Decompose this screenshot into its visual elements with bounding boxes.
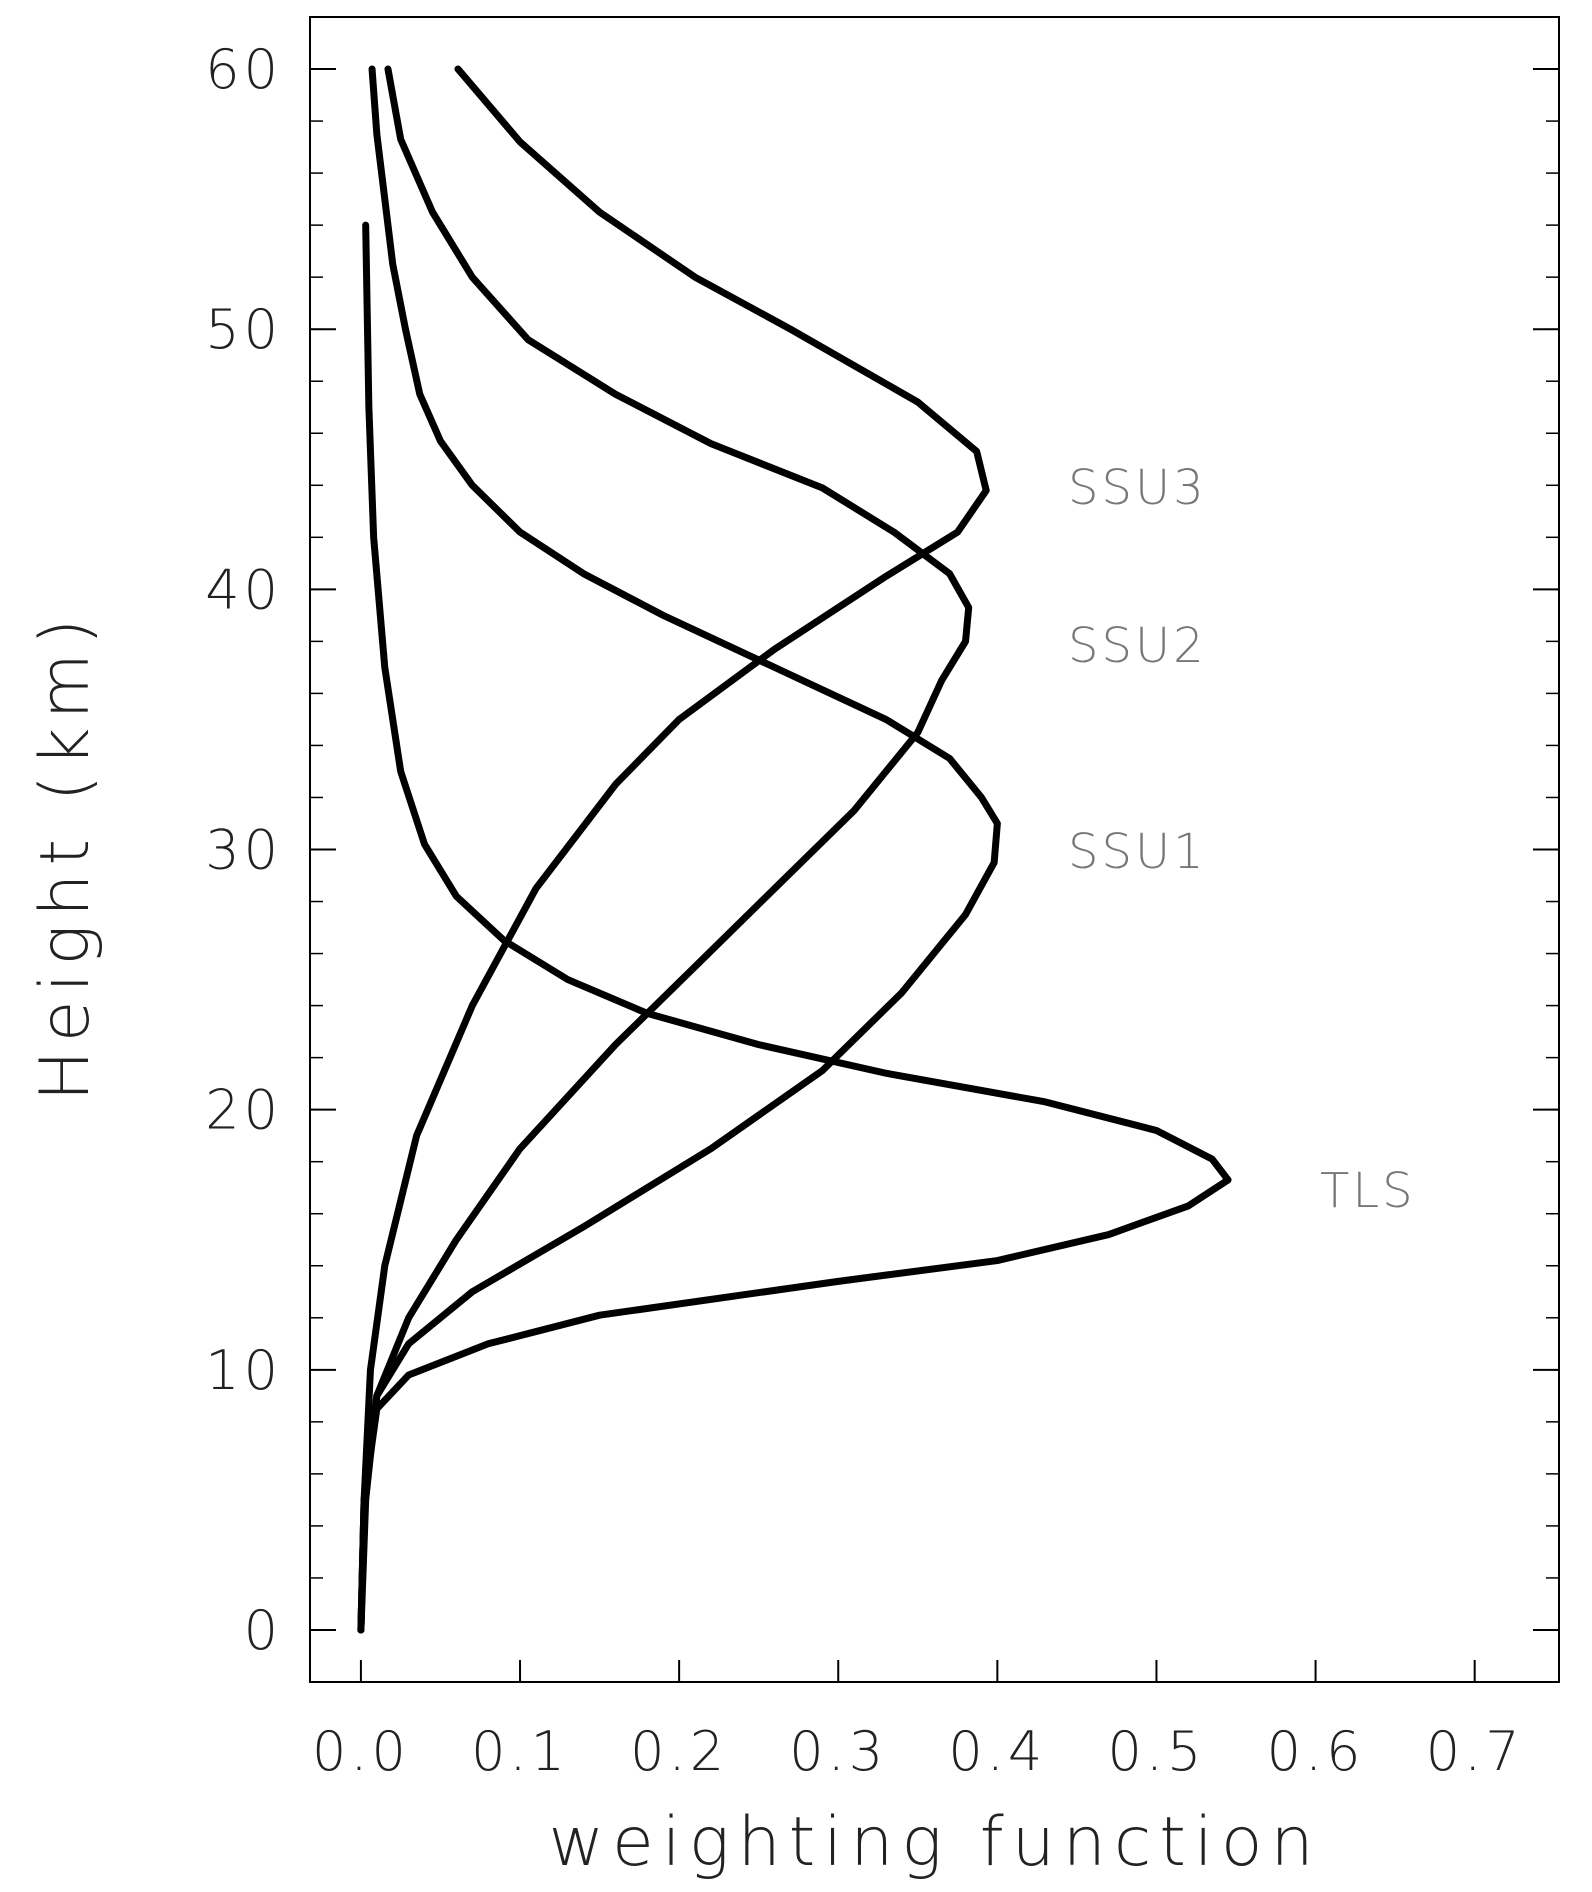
series-label: TLS bbox=[1320, 1163, 1416, 1219]
plot-frame bbox=[309, 16, 1560, 1683]
x-tick-label: 0.3 bbox=[789, 1720, 887, 1783]
y-tick-label: 0 bbox=[244, 1599, 282, 1662]
y-tick-label: 10 bbox=[205, 1339, 282, 1402]
series-line bbox=[357, 221, 1232, 1634]
series-label: SSU2 bbox=[1068, 618, 1207, 674]
x-tick-label: 0.1 bbox=[471, 1720, 569, 1783]
y-axis-label: Height (km) bbox=[26, 611, 105, 1102]
x-tick-label: 0.6 bbox=[1267, 1720, 1365, 1783]
series-line bbox=[357, 65, 973, 1634]
series-label: SSU1 bbox=[1068, 824, 1207, 880]
x-tick-label: 0.5 bbox=[1108, 1720, 1206, 1783]
x-tick-label: 0.4 bbox=[948, 1720, 1046, 1783]
y-tick-label: 30 bbox=[205, 819, 282, 882]
x-tick-label: 0.0 bbox=[312, 1720, 410, 1783]
series-label: SSU3 bbox=[1068, 460, 1207, 516]
y-tick-label: 40 bbox=[205, 558, 282, 621]
y-tick-label: 20 bbox=[205, 1079, 282, 1142]
series-line bbox=[357, 65, 1001, 1634]
x-tick-label: 0.7 bbox=[1426, 1720, 1524, 1783]
x-tick-label: 0.2 bbox=[630, 1720, 728, 1783]
series-line bbox=[357, 65, 990, 1634]
x-axis-label: weighting function bbox=[548, 1803, 1321, 1882]
y-tick-label: 60 bbox=[205, 38, 282, 101]
y-tick-label: 50 bbox=[205, 298, 282, 361]
